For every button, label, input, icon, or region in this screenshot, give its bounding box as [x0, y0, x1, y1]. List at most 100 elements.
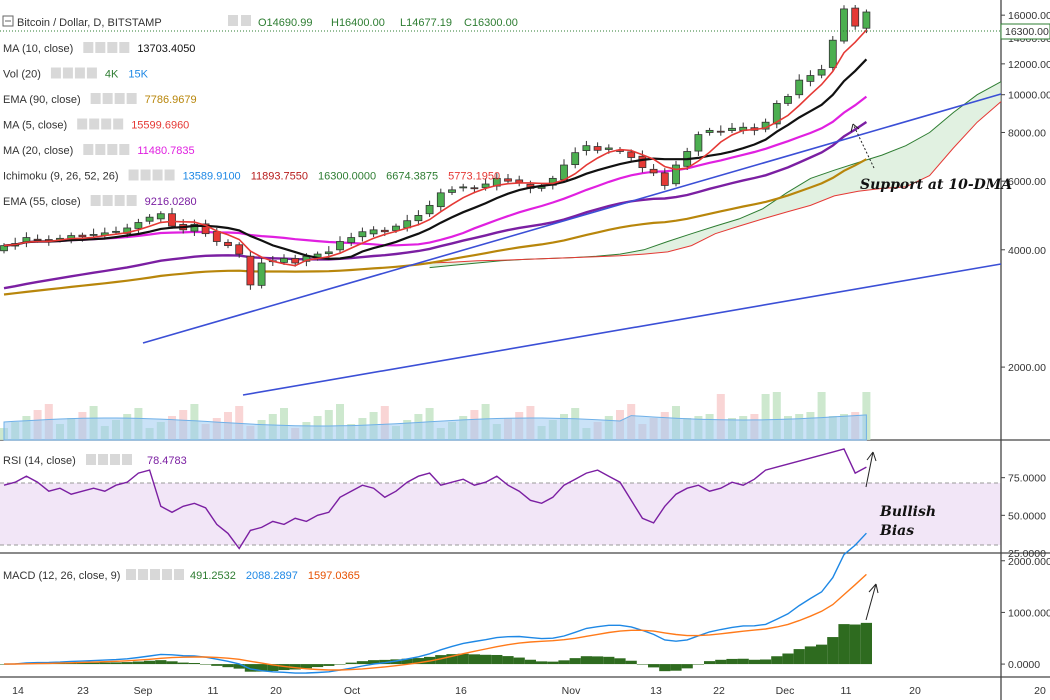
macd-legend-value: 2088.2897 [246, 570, 298, 582]
candle [246, 250, 255, 290]
macd-hist-bar [827, 637, 839, 665]
macd-hist-bar [659, 664, 671, 672]
legend-controls[interactable] [83, 42, 130, 53]
legend-name: EMA (90, close) [3, 94, 81, 106]
macd-hist-bar [289, 664, 301, 670]
candle [772, 100, 781, 129]
macd-legend-name: MACD (12, 26, close, 9) [3, 570, 120, 582]
ohlc-close: C16300.00 [464, 17, 518, 29]
macd-hist-bar [401, 658, 413, 665]
price-tick-label: 10000.00 [1008, 90, 1050, 102]
legend-name: MA (10, close) [3, 43, 73, 55]
macd-hist-bar [312, 664, 324, 668]
date-tick-label: 13 [650, 685, 662, 697]
macd-hist-bar [177, 662, 189, 665]
legend-row: Ichimoku (9, 26, 52, 26) 13589.9100 11893.… [3, 169, 500, 183]
candle [694, 131, 703, 156]
candle [571, 147, 580, 169]
macd-hist-bar [222, 664, 234, 668]
candle [795, 74, 804, 99]
candle [627, 149, 636, 162]
macd-hist-bar [211, 664, 223, 666]
rsi-tick-label: 25.0000 [1008, 548, 1046, 560]
rsi-arrow-head [866, 451, 877, 462]
macd-hist-bar [625, 660, 637, 665]
rsi-band [0, 483, 1001, 545]
legend-row: EMA (55, close) 9216.0280 [3, 195, 197, 208]
main-legend: Bitcoin / Dollar, D, BITSTAMP O14690.99 … [2, 15, 518, 29]
macd-hist-bar [648, 664, 660, 668]
legend-row: EMA (90, close) 7786.9679 [3, 93, 197, 106]
candle [448, 186, 456, 195]
candle [660, 168, 669, 190]
candle [817, 64, 826, 79]
candle [672, 160, 680, 187]
legend-controls[interactable] [90, 195, 137, 206]
macd-hist-bar [536, 661, 548, 665]
volume-bar [761, 394, 770, 440]
macd-hist-bar [88, 662, 100, 665]
ohlc-open: O14690.99 [258, 17, 312, 29]
price-tick-label: 12000.00 [1008, 59, 1050, 71]
candle [504, 174, 512, 184]
legend-controls[interactable] [90, 93, 137, 104]
volume-ma-area [3, 414, 867, 441]
date-tick-label: 11 [208, 685, 219, 697]
title-controls[interactable] [228, 15, 251, 26]
macd-hist-bar [155, 660, 167, 665]
date-tick-label: Oct [344, 685, 360, 697]
macd-hist-bar [636, 664, 648, 665]
macd-hist-bar [726, 658, 738, 665]
macd-hist-bar [547, 661, 559, 665]
candle [728, 123, 736, 134]
macd-hist-bar [446, 654, 458, 665]
macd-hist-bar [300, 664, 312, 669]
rsi-legend: RSI (14, close) 78.4783 [3, 454, 187, 467]
macd-hist-bar [704, 661, 716, 665]
candle [582, 140, 591, 156]
macd-hist-bar [491, 654, 503, 665]
macd-hist-bar [132, 661, 144, 665]
candle [235, 242, 244, 258]
legend-row: Vol (20) 4K 15K [3, 67, 149, 81]
candle [89, 228, 98, 238]
candle [257, 257, 266, 289]
macd-hist-bar [760, 659, 772, 665]
candle [840, 5, 848, 44]
legend-value: 6674.3875 [386, 171, 438, 183]
legend-value: 16300.0000 [318, 171, 376, 183]
macd-hist-bar [782, 653, 794, 665]
rsi-legend-controls[interactable] [86, 454, 132, 465]
legend-name: MA (5, close) [3, 120, 67, 132]
legend-name: Vol (20) [3, 69, 41, 81]
volume-bar [716, 394, 725, 440]
legend-controls[interactable] [128, 169, 175, 181]
legend-row: MA (20, close) 11480.7835 [3, 144, 195, 157]
ma-10-line [3, 58, 868, 261]
support-annotation: Support at 10-DMA [860, 177, 1012, 193]
macd-hist-bar [233, 664, 245, 669]
macd-hist-bar [334, 664, 346, 665]
legend-controls[interactable] [77, 118, 124, 130]
macd-hist-bar [692, 664, 704, 665]
macd-hist-bar [345, 662, 357, 665]
candle [134, 218, 143, 234]
date-tick-label: 16 [455, 685, 467, 697]
macd-hist-bar [368, 660, 380, 665]
macd-hist-bar [121, 662, 133, 665]
macd-hist-bar [76, 662, 88, 665]
volume-bars [0, 392, 871, 441]
candle [862, 9, 871, 34]
macd-hist-bar [256, 664, 268, 672]
macd-hist-bar [771, 656, 783, 665]
legend-controls[interactable] [83, 144, 130, 155]
macd-hist-bar [849, 624, 861, 665]
macd-legend-controls[interactable] [126, 569, 184, 580]
macd-tick-label: 1000.0000 [1008, 607, 1050, 619]
macd-hist-bar [793, 649, 805, 665]
legend-row: MA (5, close) 15599.6960 [3, 118, 189, 132]
macd-hist-bar [390, 659, 402, 665]
macd-line [3, 532, 867, 674]
legend-controls[interactable] [50, 67, 97, 79]
